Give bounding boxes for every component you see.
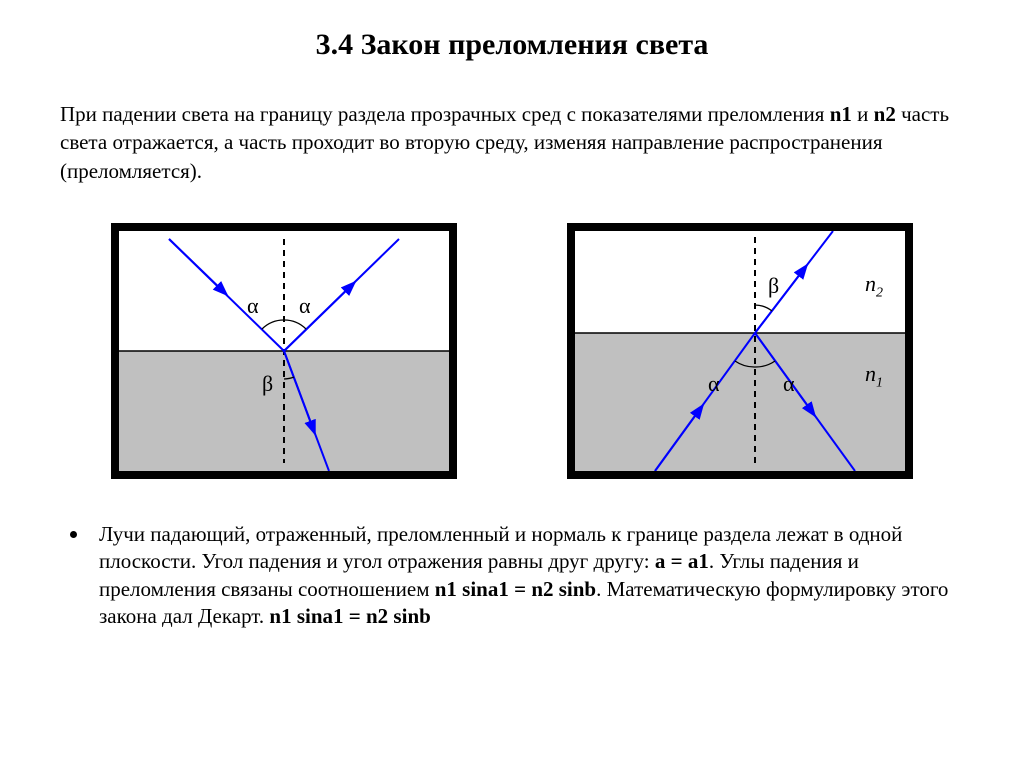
arc-alpha-left — [735, 361, 755, 367]
bullet-eq2: n1 sina1 = n2 sinb — [435, 577, 596, 601]
label-alpha-right: α — [299, 293, 311, 319]
label-n1-n: n — [865, 361, 876, 386]
refracted-ray-arrow — [284, 351, 315, 434]
arc-alpha-right — [284, 320, 306, 329]
arc-beta — [284, 377, 294, 379]
label-alpha-left: α — [708, 371, 720, 397]
intro-paragraph: При падении света на границу раздела про… — [60, 100, 964, 185]
page-title: 3.4 Закон преломления света — [60, 28, 964, 62]
label-beta: β — [262, 371, 273, 397]
refracted-ray-arrow — [755, 265, 807, 333]
reflected-ray-arrow — [284, 282, 355, 351]
incident-ray-arrow — [169, 239, 227, 295]
label-n2-sub: 2 — [876, 285, 883, 300]
bullet-eq3: n1 sina1 = n2 sinb — [269, 604, 430, 628]
diagrams-row: α α β — [60, 223, 964, 479]
label-n1: n1 — [865, 361, 883, 391]
page: 3.4 Закон преломления света При падении … — [0, 0, 1024, 767]
arc-beta — [755, 305, 772, 311]
bullet-eq1: a = a1 — [655, 549, 709, 573]
incident-ray-arrow — [655, 405, 703, 471]
diagram-right: β α α n2 n1 — [567, 223, 913, 479]
intro-n1: n1 — [830, 102, 852, 126]
intro-text-2: и — [852, 102, 874, 126]
bullet-block: Лучи падающий, отраженный, преломленный … — [60, 521, 964, 630]
intro-text-1: При падении света на границу раздела про… — [60, 102, 830, 126]
diagram-left: α α β — [111, 223, 457, 479]
label-n2: n2 — [865, 271, 883, 301]
intro-n2: n2 — [874, 102, 896, 126]
label-n1-sub: 1 — [876, 375, 883, 390]
diagram-right-svg — [575, 231, 905, 471]
label-alpha-right: α — [783, 371, 795, 397]
arc-alpha-right — [755, 361, 775, 367]
diagram-left-svg — [119, 231, 449, 471]
bullet-text: Лучи падающий, отраженный, преломленный … — [99, 521, 964, 630]
label-alpha-left: α — [247, 293, 259, 319]
label-beta: β — [768, 273, 779, 299]
bullet-dot-icon — [70, 531, 77, 538]
label-n2-n: n — [865, 271, 876, 296]
arc-alpha-left — [262, 320, 284, 329]
